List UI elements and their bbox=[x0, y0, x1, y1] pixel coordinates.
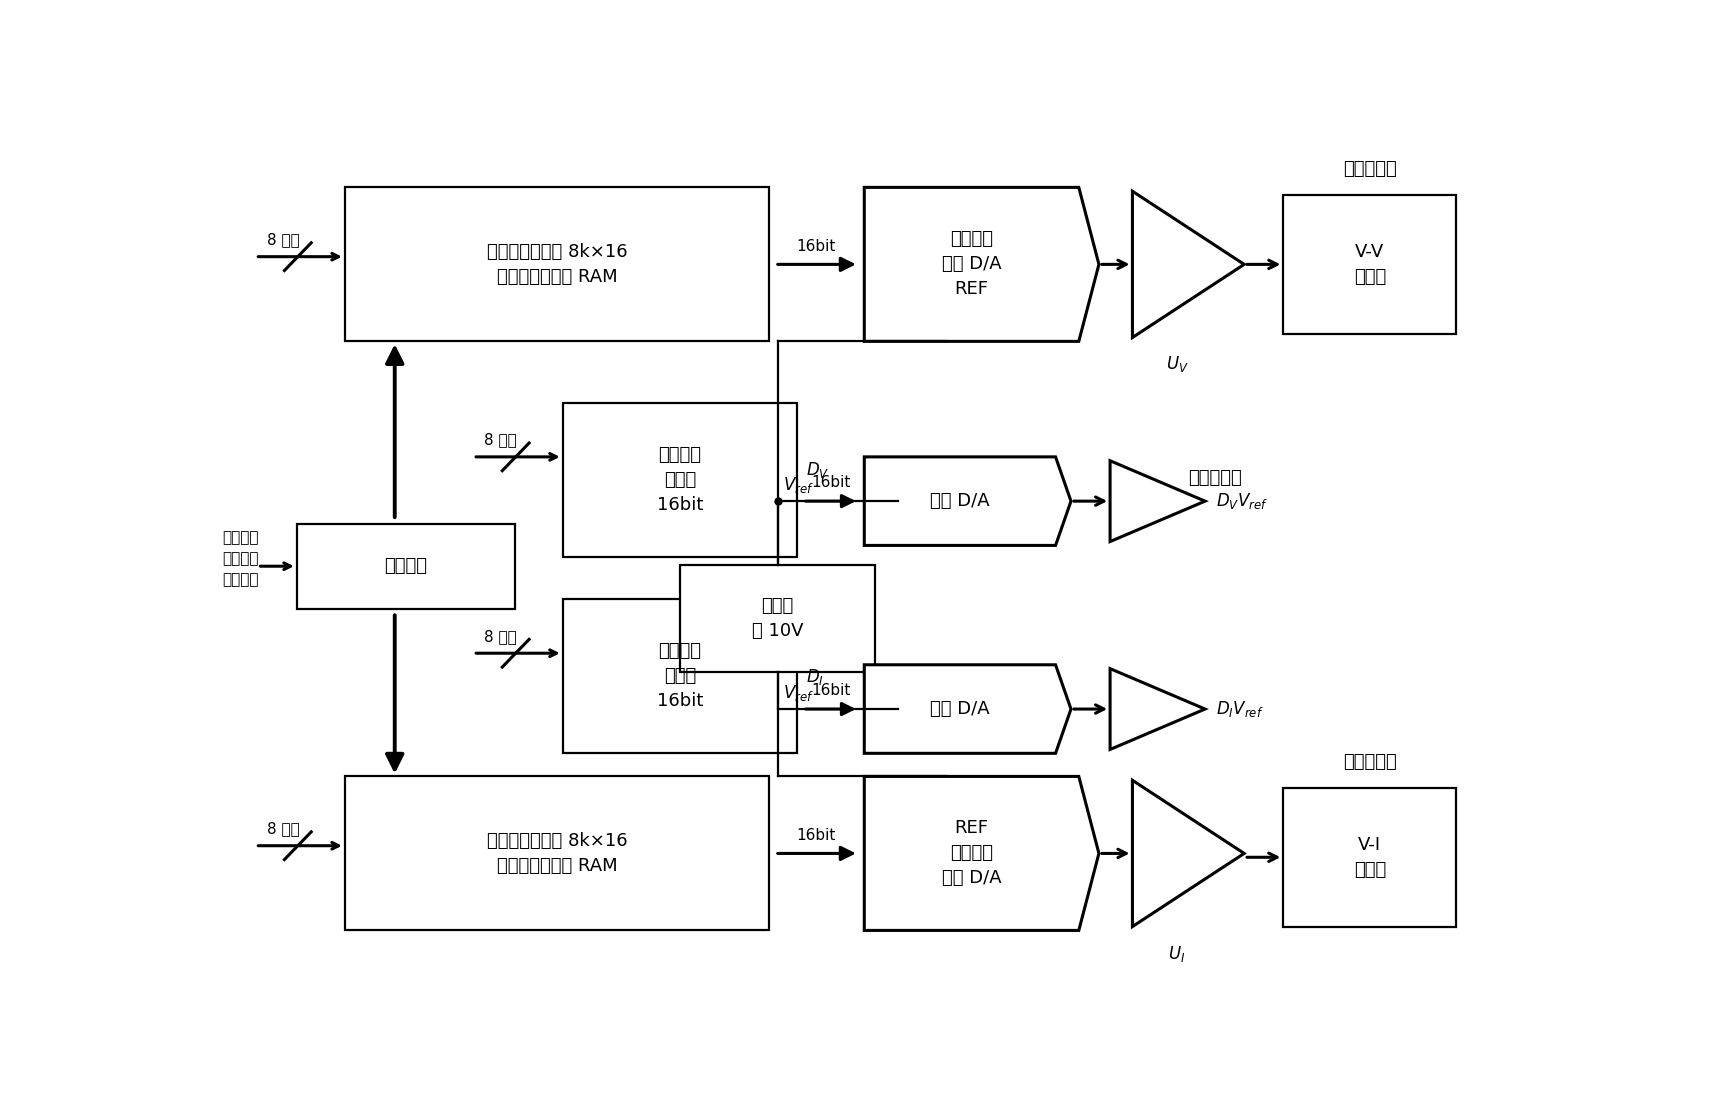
FancyBboxPatch shape bbox=[344, 776, 770, 930]
FancyBboxPatch shape bbox=[562, 403, 798, 557]
Text: 乘法器型
动态 D/A
REF: 乘法器型 动态 D/A REF bbox=[941, 231, 1002, 298]
Text: 单极性输出: 单极性输出 bbox=[1189, 469, 1242, 487]
Text: $U_V$: $U_V$ bbox=[1166, 354, 1189, 375]
Text: 静态 D/A: 静态 D/A bbox=[931, 492, 990, 510]
Text: 时钟信号
来自锁相
倍频电路: 时钟信号 来自锁相 倍频电路 bbox=[221, 530, 258, 587]
Text: 双极性输出: 双极性输出 bbox=[1342, 753, 1396, 771]
Text: 电流幅值
锁存器
16bit: 电流幅值 锁存器 16bit bbox=[657, 643, 702, 710]
Text: $D_I$: $D_I$ bbox=[806, 668, 823, 687]
Text: V-I
分流器: V-I 分流器 bbox=[1355, 836, 1386, 879]
Polygon shape bbox=[865, 776, 1099, 930]
FancyBboxPatch shape bbox=[298, 524, 514, 609]
Text: 16bit: 16bit bbox=[796, 827, 836, 843]
FancyBboxPatch shape bbox=[562, 599, 798, 753]
Text: $U_I$: $U_I$ bbox=[1168, 943, 1185, 964]
Text: 8 总线: 8 总线 bbox=[484, 628, 517, 644]
Polygon shape bbox=[1111, 461, 1206, 541]
Text: 静态 D/A: 静态 D/A bbox=[931, 700, 990, 718]
Text: $V_{ref}$: $V_{ref}$ bbox=[784, 683, 815, 703]
FancyBboxPatch shape bbox=[1284, 195, 1457, 333]
Text: 参考电
压 10V: 参考电 压 10V bbox=[753, 597, 803, 640]
Polygon shape bbox=[865, 457, 1071, 545]
Text: 8 总线: 8 总线 bbox=[266, 233, 299, 247]
Text: $V_{ref}$: $V_{ref}$ bbox=[784, 475, 815, 495]
Text: 电压幅值
锁存器
16bit: 电压幅值 锁存器 16bit bbox=[657, 446, 702, 514]
Text: 正弦波形存储器 8k×16
电流波形，双口 RAM: 正弦波形存储器 8k×16 电流波形，双口 RAM bbox=[486, 832, 628, 874]
Text: 双极性输出: 双极性输出 bbox=[1342, 161, 1396, 178]
Text: 16bit: 16bit bbox=[811, 683, 851, 698]
Text: 8 总线: 8 总线 bbox=[266, 822, 299, 836]
FancyBboxPatch shape bbox=[344, 187, 770, 341]
Text: V-V
比例器: V-V 比例器 bbox=[1355, 243, 1386, 286]
Text: 16bit: 16bit bbox=[811, 475, 851, 491]
Text: 地址计数: 地址计数 bbox=[384, 557, 427, 575]
Text: $D_V$: $D_V$ bbox=[806, 459, 830, 480]
Polygon shape bbox=[1133, 780, 1244, 927]
FancyBboxPatch shape bbox=[680, 565, 875, 672]
Polygon shape bbox=[865, 665, 1071, 753]
Polygon shape bbox=[865, 187, 1099, 341]
FancyBboxPatch shape bbox=[1284, 788, 1457, 927]
Text: REF
乘法器型
动态 D/A: REF 乘法器型 动态 D/A bbox=[941, 820, 1002, 888]
Polygon shape bbox=[1111, 669, 1206, 750]
Text: $D_V V_{ref}$: $D_V V_{ref}$ bbox=[1216, 491, 1268, 512]
Text: 正弦波形存储器 8k×16
电压波形，双口 RAM: 正弦波形存储器 8k×16 电压波形，双口 RAM bbox=[486, 243, 628, 286]
Text: 8 总线: 8 总线 bbox=[484, 433, 517, 448]
Text: 16bit: 16bit bbox=[796, 238, 836, 254]
Text: $D_I V_{ref}$: $D_I V_{ref}$ bbox=[1216, 700, 1265, 719]
Polygon shape bbox=[1133, 191, 1244, 338]
